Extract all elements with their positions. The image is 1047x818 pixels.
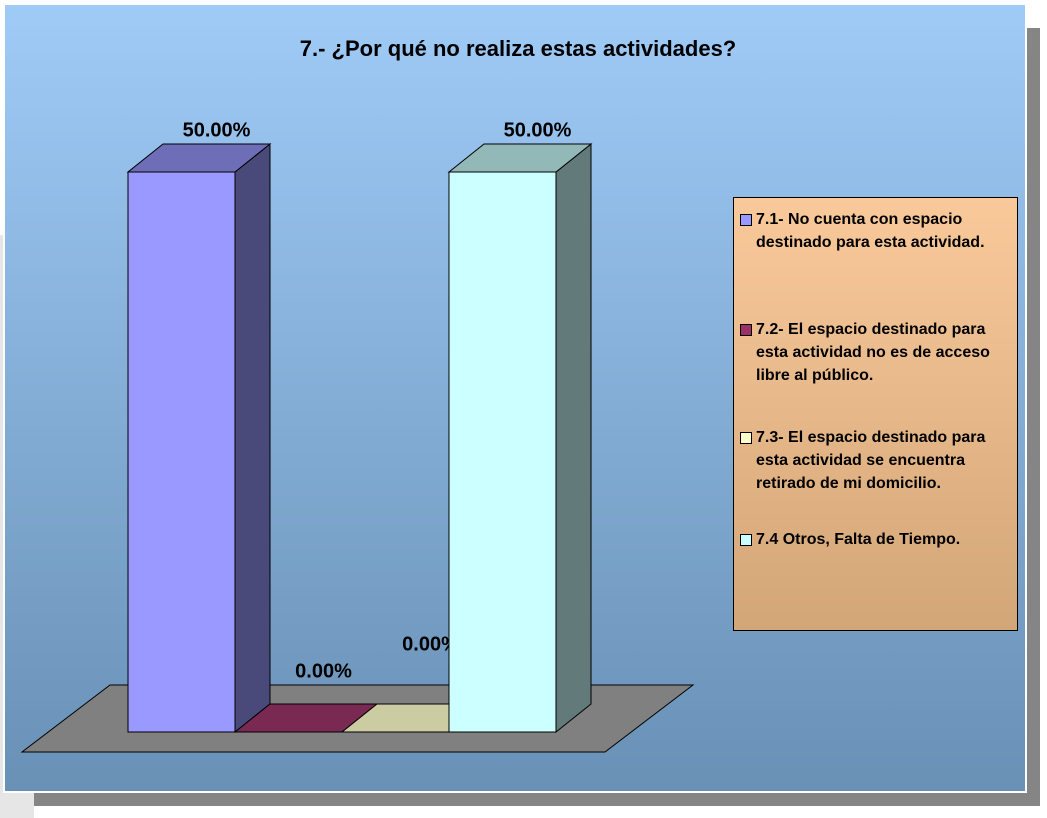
bar-front <box>448 171 557 733</box>
bar-top <box>447 143 593 173</box>
bar <box>126 142 272 734</box>
bar-front <box>127 171 236 733</box>
legend-swatch <box>740 432 752 444</box>
value-label: 0.00% <box>295 660 352 682</box>
legend-swatch <box>740 214 752 226</box>
legend-item: 7.1- No cuenta con espacio destinado par… <box>740 208 1016 254</box>
bar <box>447 142 593 734</box>
legend-label: 7.4 Otros, Falta de Tiempo. <box>756 531 961 548</box>
legend-item: 7.3- El espacio destinado para esta acti… <box>740 426 1016 495</box>
legend: 7.1- No cuenta con espacio destinado par… <box>733 197 1018 631</box>
legend-label: 7.2- El espacio destinado para esta acti… <box>756 321 990 384</box>
bar-side <box>234 142 271 734</box>
legend-item: 7.4 Otros, Falta de Tiempo. <box>740 528 1016 551</box>
legend-label: 7.1- No cuenta con espacio destinado par… <box>756 211 985 251</box>
legend-label: 7.3- El espacio destinado para esta acti… <box>756 429 986 492</box>
legend-item: 7.2- El espacio destinado para esta acti… <box>740 318 1016 387</box>
bar-side <box>555 142 592 734</box>
bar-top <box>126 143 272 173</box>
legend-swatch <box>740 324 752 336</box>
legend-swatch <box>740 534 752 546</box>
value-label: 0.00% <box>402 633 459 655</box>
value-label: 50.00% <box>504 119 572 141</box>
value-label: 50.00% <box>183 119 251 141</box>
chart-title: 7.- ¿Por qué no realiza estas actividade… <box>300 36 737 61</box>
